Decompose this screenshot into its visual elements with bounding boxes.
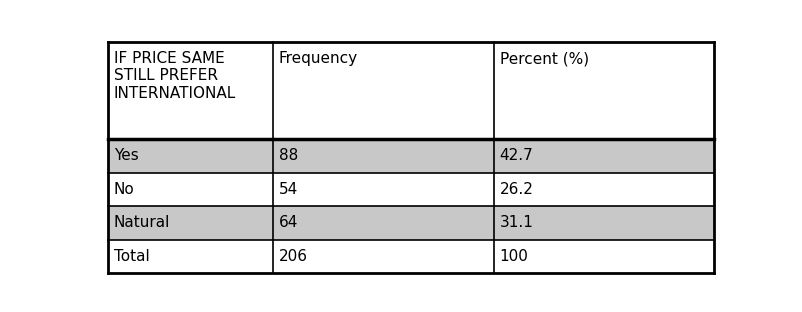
Text: 42.7: 42.7 [500, 148, 533, 163]
Text: 54: 54 [279, 182, 298, 197]
Text: Percent (%): Percent (%) [500, 51, 589, 66]
Bar [493, 173, 715, 206]
Bar [107, 240, 273, 273]
Text: 100: 100 [500, 249, 529, 264]
Text: 31.1: 31.1 [500, 216, 533, 231]
Bar [273, 139, 493, 173]
Bar [107, 139, 273, 173]
Bar [273, 42, 493, 139]
Bar [273, 240, 493, 273]
Bar [493, 42, 715, 139]
Bar [107, 173, 273, 206]
Bar [493, 240, 715, 273]
Bar [107, 206, 273, 240]
Bar [273, 206, 493, 240]
Text: Yes: Yes [114, 148, 139, 163]
Text: Natural: Natural [114, 216, 170, 231]
Text: 88: 88 [279, 148, 298, 163]
Bar [493, 139, 715, 173]
Bar [273, 173, 493, 206]
Text: 26.2: 26.2 [500, 182, 533, 197]
Text: No: No [114, 182, 135, 197]
Bar [493, 206, 715, 240]
Text: Frequency: Frequency [279, 51, 358, 66]
Bar [107, 42, 273, 139]
Text: 64: 64 [279, 216, 298, 231]
Text: IF PRICE SAME
STILL PREFER
INTERNATIONAL: IF PRICE SAME STILL PREFER INTERNATIONAL [114, 51, 236, 101]
Text: Total: Total [114, 249, 149, 264]
Text: 206: 206 [279, 249, 308, 264]
